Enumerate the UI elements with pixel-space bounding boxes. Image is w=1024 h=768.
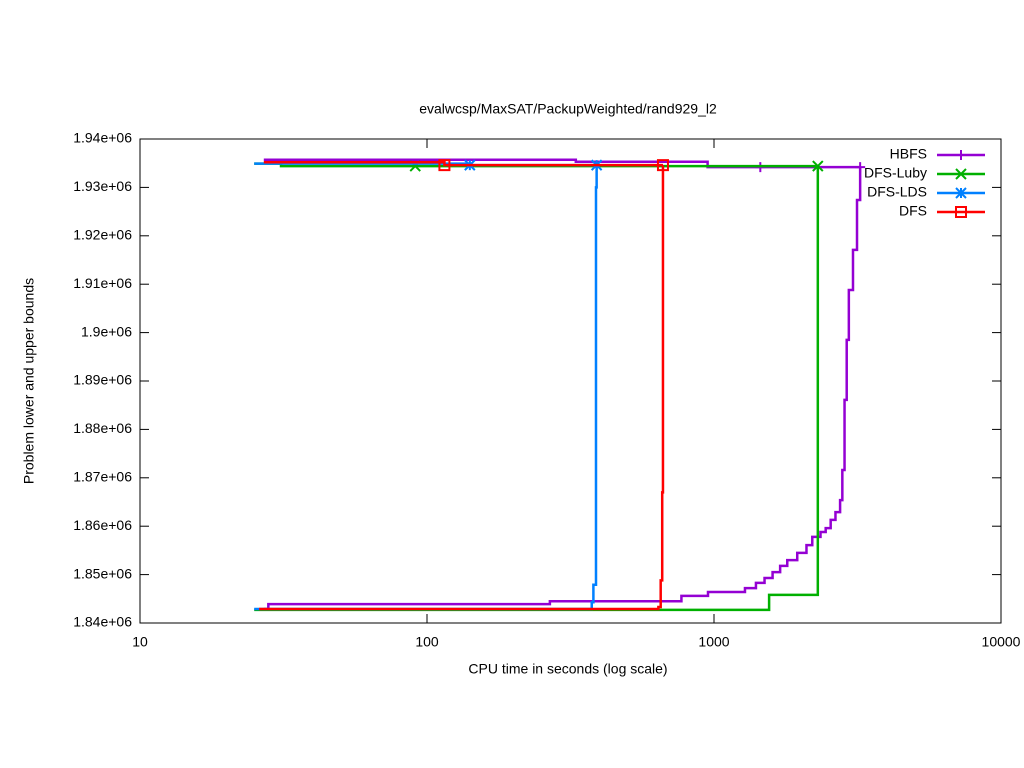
x-tick-label: 100	[415, 634, 439, 650]
series-marker	[656, 159, 669, 172]
x-tick-label: 10000	[982, 634, 1021, 650]
legend-marker	[956, 150, 966, 160]
series-line	[254, 162, 598, 611]
series-marker	[855, 162, 866, 173]
y-tick-label: 1.84e+06	[73, 614, 132, 630]
legend-marker	[955, 187, 967, 199]
y-tick-label: 1.93e+06	[73, 178, 132, 194]
y-tick-label: 1.91e+06	[73, 275, 132, 291]
series-line	[263, 158, 862, 611]
series-marker	[812, 160, 824, 172]
x-axis-label: CPU time in seconds (log scale)	[468, 661, 667, 677]
chart-title: evalwcsp/MaxSAT/PackupWeighted/rand929_l…	[419, 101, 717, 117]
series-line	[254, 162, 820, 612]
legend-label: HBFS	[890, 146, 927, 162]
y-tick-label: 1.85e+06	[73, 565, 132, 581]
legend-marker	[955, 168, 967, 180]
series-line	[259, 160, 665, 611]
y-tick-label: 1.94e+06	[73, 130, 132, 146]
legend-marker	[955, 206, 967, 218]
x-tick-label: 1000	[698, 634, 729, 650]
y-tick-label: 1.9e+06	[81, 323, 132, 339]
plot-frame	[139, 138, 1002, 624]
legend-label: DFS	[899, 203, 927, 219]
x-tick-label: 10	[132, 634, 148, 650]
y-tick-label: 1.89e+06	[73, 372, 132, 388]
y-tick-label: 1.88e+06	[73, 420, 132, 436]
y-tick-label: 1.92e+06	[73, 227, 132, 243]
legend-label: DFS-LDS	[867, 184, 927, 200]
y-tick-label: 1.87e+06	[73, 469, 132, 485]
legend-label: DFS-Luby	[864, 165, 927, 181]
series-marker	[438, 159, 451, 172]
y-tick-label: 1.86e+06	[73, 517, 132, 533]
y-axis-label: Problem lower and upper bounds	[21, 278, 37, 484]
